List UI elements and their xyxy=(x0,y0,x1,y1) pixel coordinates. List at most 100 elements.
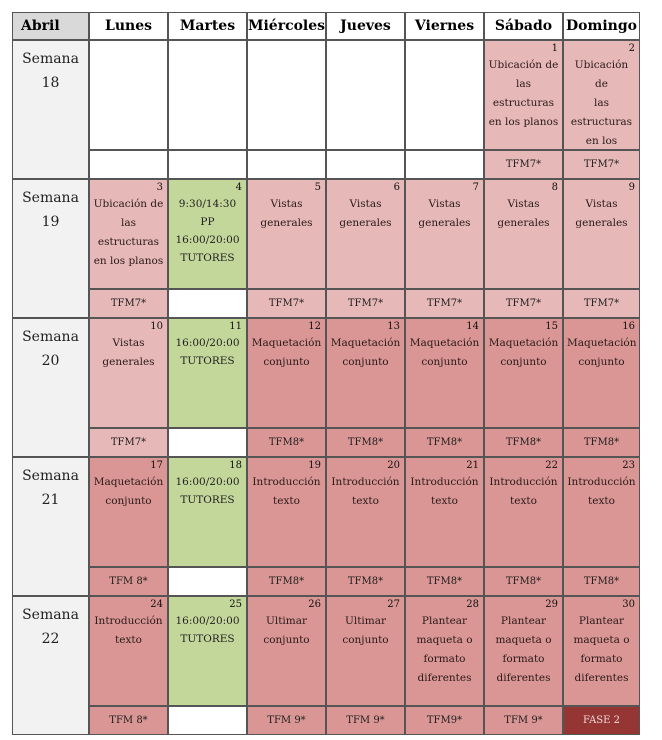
activity-text: Vistas generales xyxy=(339,198,392,229)
day-cell[interactable]: 10 Vistas generales xyxy=(89,318,168,428)
tfm-cell: TFM9* xyxy=(405,706,484,735)
tfm-cell: TFM 8* xyxy=(89,567,168,596)
day-cell[interactable]: 15 Maquetación conjunto xyxy=(484,318,563,428)
activity-text: Ubicación de las estructuras en los plan… xyxy=(488,59,559,128)
tfm-cell xyxy=(168,706,247,735)
day-cell[interactable]: 7 Vistas generales xyxy=(405,179,484,289)
day-number: 9 xyxy=(628,182,635,193)
activity-text: Plantear maqueta o formato diferentes xyxy=(416,615,473,684)
activity-text: Introducción texto xyxy=(410,476,479,507)
activity-text: Ubicación de las estructuras en los plan… xyxy=(570,59,633,147)
day-number: 25 xyxy=(229,599,242,610)
day-number: 5 xyxy=(314,182,321,193)
day-cell[interactable] xyxy=(405,40,484,150)
day-number: 29 xyxy=(545,599,558,610)
activity-text: 9:30/14:30 PP 16:00/20:00 TUTORES xyxy=(175,198,240,264)
day-cell[interactable]: 6 Vistas generales xyxy=(326,179,405,289)
week-label: Semana 20 xyxy=(12,318,89,457)
day-cell[interactable]: 11 16:00/20:00 TUTORES xyxy=(168,318,247,428)
day-cell[interactable]: 1 Ubicación de las estructuras en los pla… xyxy=(484,40,563,150)
day-number: 6 xyxy=(393,182,400,193)
day-number: 19 xyxy=(308,460,321,471)
day-cell[interactable]: 8 Vistas generales xyxy=(484,179,563,289)
tfm-cell: TFM8* xyxy=(405,428,484,457)
activity-text: 16:00/20:00 TUTORES xyxy=(175,337,240,367)
activity-text: Introducción texto xyxy=(252,476,321,507)
activity-text: Vistas generales xyxy=(102,337,155,368)
day-cell[interactable]: 3 Ubicación de las estructuras en los pla… xyxy=(89,179,168,289)
day-cell[interactable]: 16 Maquetación conjunto xyxy=(563,318,640,428)
day-cell[interactable]: 24 Introducción texto xyxy=(89,596,168,706)
tfm-cell xyxy=(326,150,405,179)
day-number: 16 xyxy=(622,321,635,332)
week-label: Semana 21 xyxy=(12,457,89,596)
day-cell[interactable]: 12 Maquetación conjunto xyxy=(247,318,326,428)
day-cell[interactable]: 27 Ultimar conjunto xyxy=(326,596,405,706)
tfm-cell: TFM 9* xyxy=(326,706,405,735)
day-cell[interactable]: 20 Introducción texto xyxy=(326,457,405,567)
tfm-cell: TFM7* xyxy=(563,150,640,179)
day-number: 12 xyxy=(308,321,321,332)
day-number: 10 xyxy=(150,321,163,332)
day-number: 26 xyxy=(308,599,321,610)
day-number: 13 xyxy=(387,321,400,332)
tfm-cell: TFM 8* xyxy=(89,706,168,735)
tfm-cell: TFM7* xyxy=(563,289,640,318)
tfm-cell: TFM8* xyxy=(247,428,326,457)
day-cell[interactable]: 22 Introducción texto xyxy=(484,457,563,567)
day-cell[interactable]: 13 Maquetación conjunto xyxy=(326,318,405,428)
tfm-cell: TFM7* xyxy=(89,428,168,457)
activity-text: Introducción texto xyxy=(489,476,558,507)
activity-text: Maquetación conjunto xyxy=(330,337,401,368)
day-cell[interactable]: 4 9:30/14:30 PP 16:00/20:00 TUTORES xyxy=(168,179,247,289)
day-cell[interactable]: 30 Plantear maqueta o formato diferentes xyxy=(563,596,640,706)
day-cell[interactable]: 28 Plantear maqueta o formato diferentes xyxy=(405,596,484,706)
activity-text: Plantear maqueta o formato diferentes xyxy=(495,615,552,684)
tfm-cell: TFM7* xyxy=(484,289,563,318)
day-header-3: Miércoles xyxy=(247,12,326,40)
tfm-cell: TFM7* xyxy=(326,289,405,318)
day-number: 30 xyxy=(622,599,635,610)
day-cell[interactable]: 21 Introducción texto xyxy=(405,457,484,567)
day-header-1: Lunes xyxy=(89,12,168,40)
day-cell[interactable]: 26 Ultimar conjunto xyxy=(247,596,326,706)
calendar-table: Abril Lunes Martes Miércoles Jueves Viernes S… xyxy=(12,12,640,735)
tfm-cell: TFM8* xyxy=(247,567,326,596)
tfm-cell xyxy=(168,428,247,457)
tfm-cell xyxy=(168,289,247,318)
day-number: 17 xyxy=(150,460,163,471)
day-cell[interactable] xyxy=(326,40,405,150)
tfm-cell xyxy=(168,150,247,179)
day-header-7: Domingo xyxy=(563,12,640,40)
day-number: 11 xyxy=(229,321,242,332)
activity-text: Introducción texto xyxy=(331,476,400,507)
day-cell[interactable]: 25 16:00/20:00 TUTORES xyxy=(168,596,247,706)
day-cell[interactable] xyxy=(89,40,168,150)
day-cell[interactable]: 2 Ubicación de las estructuras en los pla… xyxy=(563,40,640,150)
activity-text: 16:00/20:00 TUTORES xyxy=(175,615,240,645)
day-number: 27 xyxy=(387,599,400,610)
activity-text: Plantear maqueta o formato diferentes xyxy=(573,615,630,684)
activity-text: Introducción texto xyxy=(567,476,636,507)
day-cell[interactable]: 23 Introducción texto xyxy=(563,457,640,567)
activity-text: Vistas generales xyxy=(497,198,550,229)
day-cell[interactable] xyxy=(247,40,326,150)
day-cell[interactable]: 17 Maquetación conjunto xyxy=(89,457,168,567)
activity-text: Vistas generales xyxy=(575,198,628,229)
day-number: 4 xyxy=(235,182,242,193)
day-cell[interactable]: 9 Vistas generales xyxy=(563,179,640,289)
day-cell[interactable]: 19 Introducción texto xyxy=(247,457,326,567)
day-number: 24 xyxy=(150,599,163,610)
tfm-cell: TFM 9* xyxy=(484,706,563,735)
day-cell[interactable] xyxy=(168,40,247,150)
day-number: 23 xyxy=(622,460,635,471)
activity-text: Ubicación de las estructuras en los plan… xyxy=(93,198,164,267)
day-cell[interactable]: 29 Plantear maqueta o formato diferentes xyxy=(484,596,563,706)
day-cell[interactable]: 5 Vistas generales xyxy=(247,179,326,289)
day-cell[interactable]: 14 Maquetación conjunto xyxy=(405,318,484,428)
week-label: Semana 19 xyxy=(12,179,89,318)
day-cell[interactable]: 18 16:00/20:00 TUTORES xyxy=(168,457,247,567)
tfm-cell xyxy=(405,150,484,179)
tfm-cell: TFM8* xyxy=(326,428,405,457)
activity-text: Maquetación conjunto xyxy=(409,337,480,368)
